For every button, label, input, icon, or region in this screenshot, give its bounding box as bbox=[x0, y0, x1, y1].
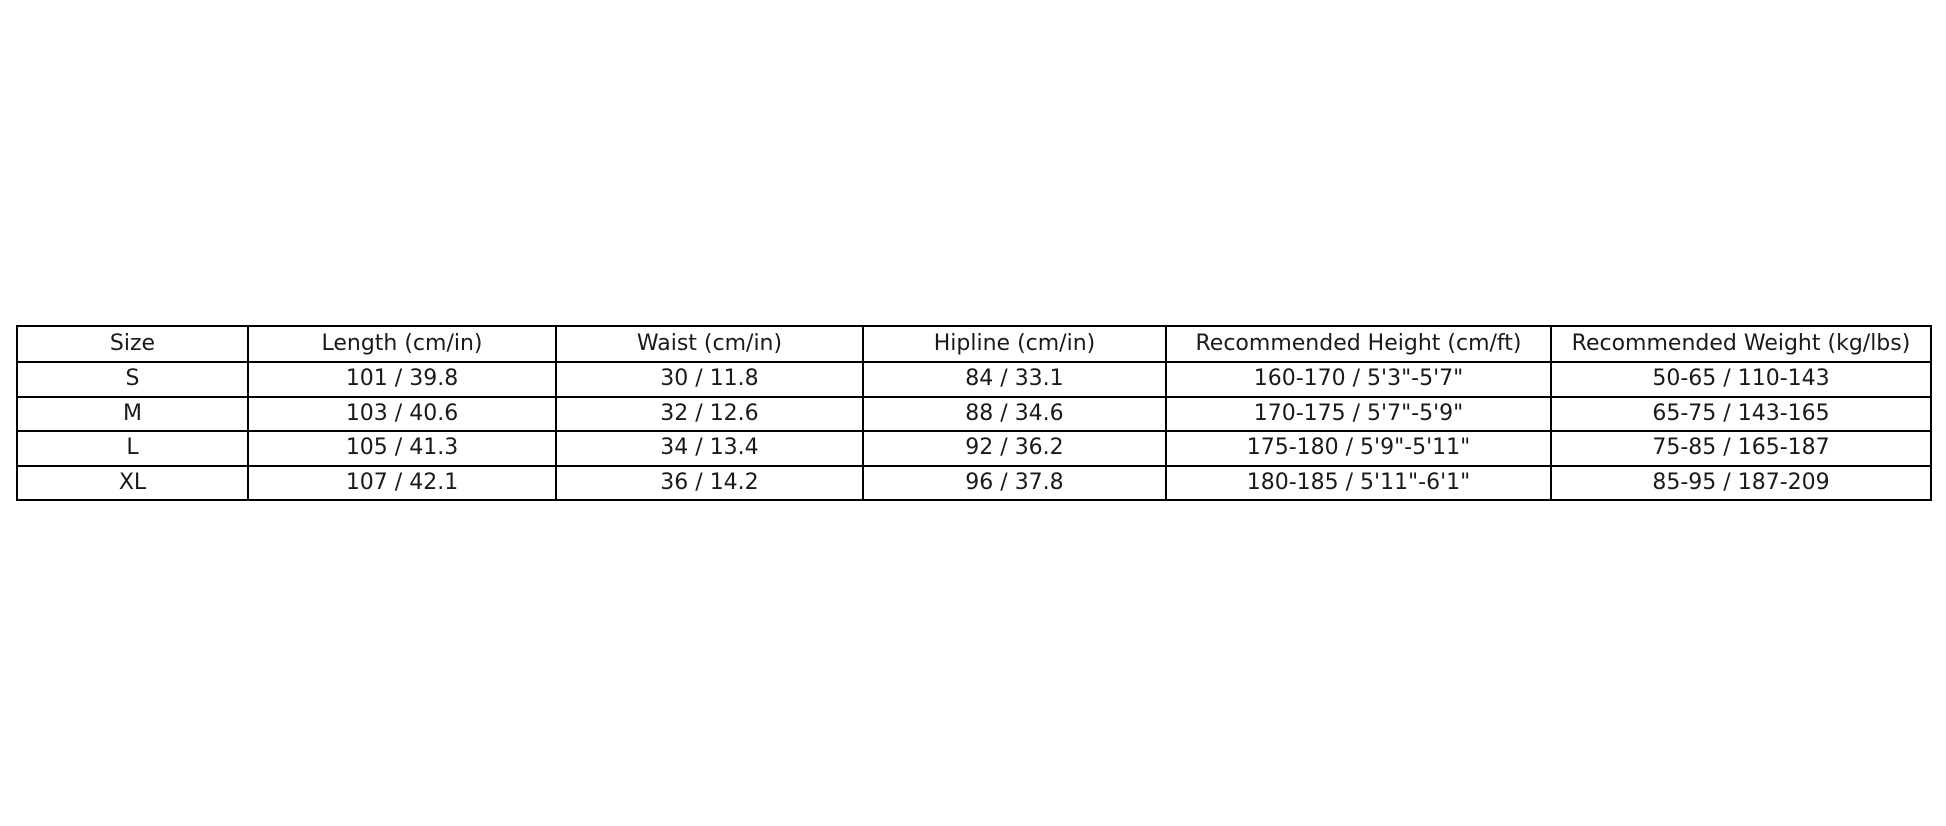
cell-recommended-height: 180-185 / 5'11"-6'1" bbox=[1165, 464, 1552, 501]
cell-waist: 34 / 13.4 bbox=[555, 430, 864, 467]
header-cell-hipline: Hipline (cm/in) bbox=[862, 325, 1167, 363]
cell-recommended-weight: 75-85 / 165-187 bbox=[1550, 430, 1932, 467]
cell-length: 101 / 39.8 bbox=[247, 361, 557, 398]
header-row: Size Length (cm/in) Waist (cm/in) Hiplin… bbox=[16, 325, 1932, 363]
cell-length: 103 / 40.6 bbox=[247, 395, 557, 432]
cell-hipline: 92 / 36.2 bbox=[862, 430, 1167, 467]
cell-recommended-height: 160-170 / 5'3"-5'7" bbox=[1165, 361, 1552, 398]
cell-waist: 36 / 14.2 bbox=[555, 464, 864, 501]
cell-hipline: 88 / 34.6 bbox=[862, 395, 1167, 432]
cell-recommended-weight: 85-95 / 187-209 bbox=[1550, 464, 1932, 501]
table-row-xl: XL 107 / 42.1 36 / 14.2 96 / 37.8 180-18… bbox=[16, 464, 1932, 501]
header-cell-waist: Waist (cm/in) bbox=[555, 325, 864, 363]
header-cell-size: Size bbox=[16, 325, 249, 363]
cell-length: 107 / 42.1 bbox=[247, 464, 557, 501]
header-cell-recommended-height: Recommended Height (cm/ft) bbox=[1165, 325, 1552, 363]
cell-size: S bbox=[16, 361, 249, 398]
table-row-l: L 105 / 41.3 34 / 13.4 92 / 36.2 175-180… bbox=[16, 430, 1932, 467]
cell-size: L bbox=[16, 430, 249, 467]
cell-length: 105 / 41.3 bbox=[247, 430, 557, 467]
cell-recommended-height: 170-175 / 5'7"-5'9" bbox=[1165, 395, 1552, 432]
cell-size: M bbox=[16, 395, 249, 432]
size-chart-table: Size Length (cm/in) Waist (cm/in) Hiplin… bbox=[16, 325, 1932, 501]
cell-recommended-height: 175-180 / 5'9"-5'11" bbox=[1165, 430, 1552, 467]
cell-recommended-weight: 65-75 / 143-165 bbox=[1550, 395, 1932, 432]
cell-waist: 32 / 12.6 bbox=[555, 395, 864, 432]
cell-recommended-weight: 50-65 / 110-143 bbox=[1550, 361, 1932, 398]
cell-size: XL bbox=[16, 464, 249, 501]
header-cell-recommended-weight: Recommended Weight (kg/lbs) bbox=[1550, 325, 1932, 363]
cell-hipline: 84 / 33.1 bbox=[862, 361, 1167, 398]
table-row-s: S 101 / 39.8 30 / 11.8 84 / 33.1 160-170… bbox=[16, 361, 1932, 398]
cell-hipline: 96 / 37.8 bbox=[862, 464, 1167, 501]
table-row-m: M 103 / 40.6 32 / 12.6 88 / 34.6 170-175… bbox=[16, 395, 1932, 432]
header-cell-length: Length (cm/in) bbox=[247, 325, 557, 363]
cell-waist: 30 / 11.8 bbox=[555, 361, 864, 398]
